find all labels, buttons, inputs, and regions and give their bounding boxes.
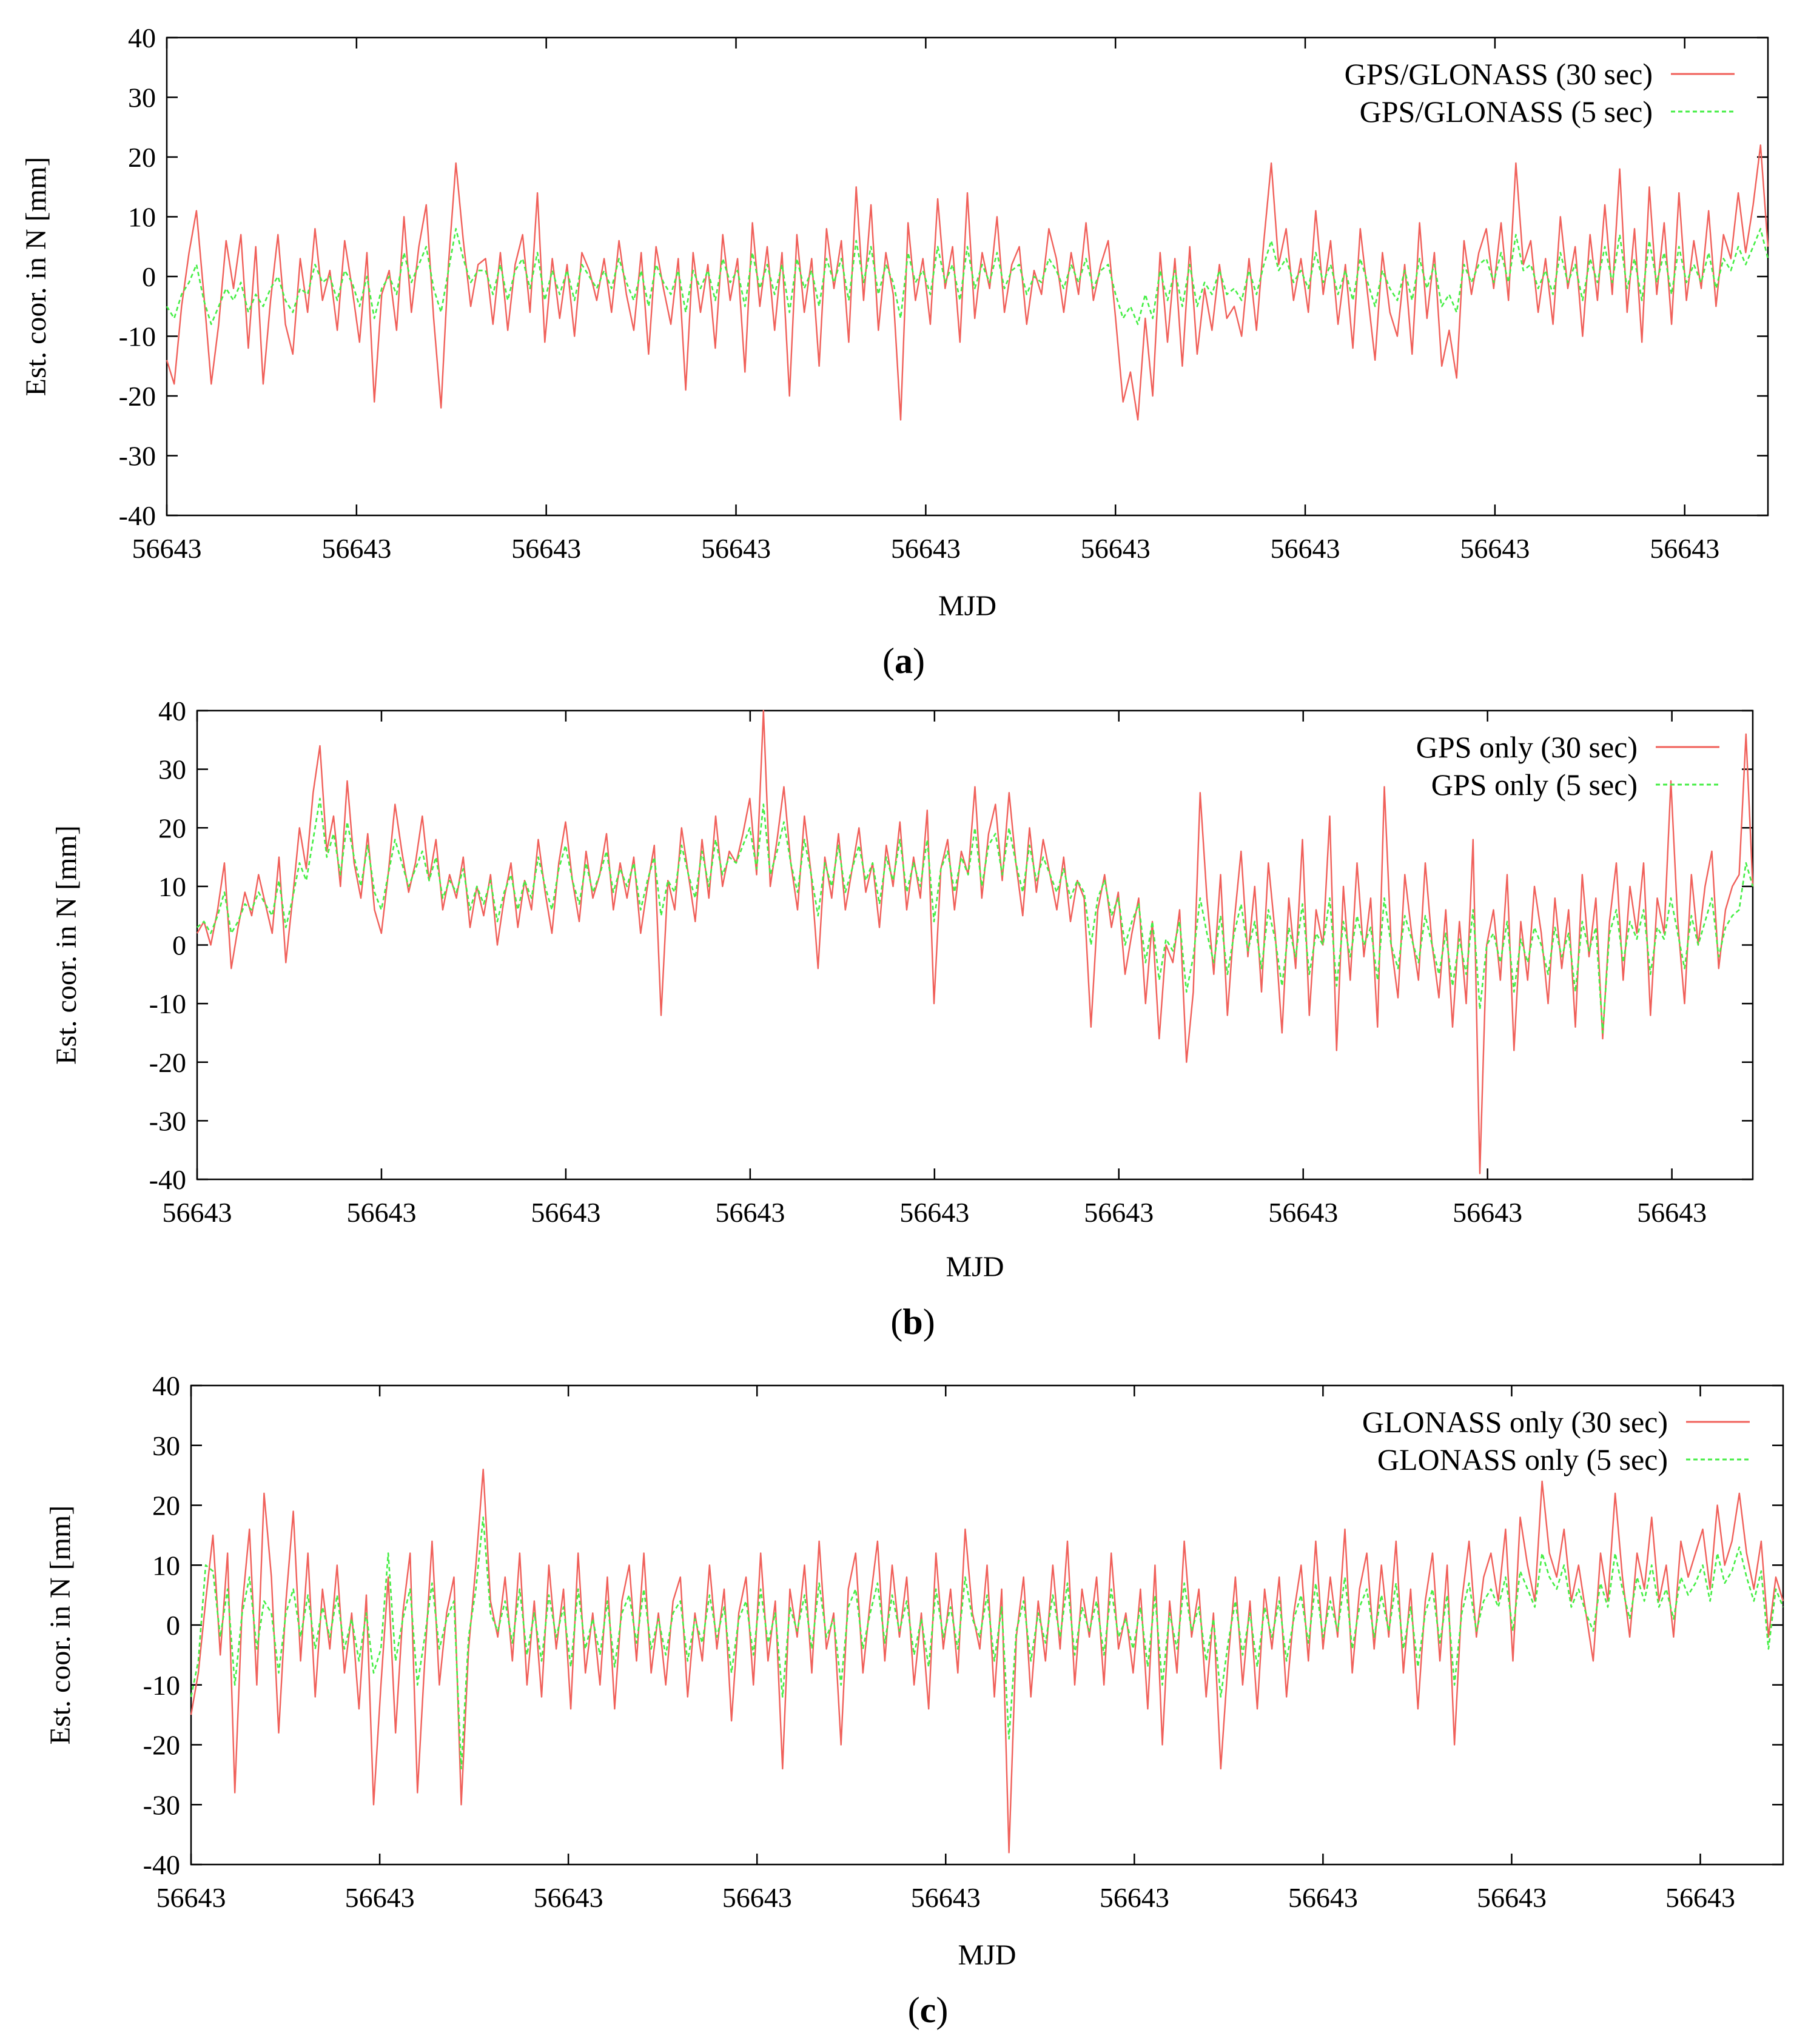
x-tick-label: 56643 xyxy=(715,1197,785,1228)
x-tick-label: 56643 xyxy=(891,533,961,564)
legend-label: GPS/GLONASS (5 sec) xyxy=(1360,95,1653,129)
series-line-30sec xyxy=(190,1469,1784,1854)
y-tick-label: 0 xyxy=(142,261,156,292)
x-tick-label: 56643 xyxy=(1084,1197,1154,1228)
y-tick-label: 40 xyxy=(158,695,186,726)
y-tick-label: -40 xyxy=(143,1849,180,1880)
x-tick-label: 56643 xyxy=(511,533,581,564)
x-tick-label: 56643 xyxy=(899,1197,969,1228)
x-tick-label: 56643 xyxy=(1477,1882,1547,1913)
x-tick-label: 56643 xyxy=(346,1197,416,1228)
y-tick-label: -10 xyxy=(143,1670,180,1701)
series-line-5sec xyxy=(166,227,1769,326)
y-tick-label: -20 xyxy=(119,381,156,412)
y-tick-label: -20 xyxy=(149,1047,186,1078)
y-tick-label: -10 xyxy=(119,321,156,352)
panel-caption: (b) xyxy=(890,1302,935,1342)
y-tick-label: 0 xyxy=(172,930,186,961)
legend-label: GLONASS only (5 sec) xyxy=(1377,1443,1668,1476)
y-tick-label: 20 xyxy=(158,813,186,843)
y-tick-label: -40 xyxy=(149,1164,186,1195)
y-tick-label: 10 xyxy=(128,202,156,233)
y-tick-label: 40 xyxy=(152,1370,180,1401)
y-tick-label: -30 xyxy=(149,1105,186,1136)
panel-caption: (c) xyxy=(908,1990,949,2030)
x-tick-label: 56643 xyxy=(534,1882,603,1913)
y-tick-label: -10 xyxy=(149,988,186,1019)
y-tick-label: -30 xyxy=(119,441,156,472)
x-tick-label: 56643 xyxy=(1288,1882,1358,1913)
x-tick-label: 56643 xyxy=(1665,1882,1735,1913)
x-tick-label: 56643 xyxy=(132,533,202,564)
x-tick-label: 56643 xyxy=(1460,533,1530,564)
y-tick-label: -30 xyxy=(143,1789,180,1820)
series-line-30sec xyxy=(166,144,1769,421)
x-tick-label: 56643 xyxy=(911,1882,981,1913)
legend-label: GLONASS only (30 sec) xyxy=(1362,1405,1668,1439)
y-axis-label: Est. coor. in N [mm] xyxy=(20,157,52,397)
y-tick-label: -20 xyxy=(143,1730,180,1761)
y-tick-label: -40 xyxy=(119,500,156,531)
y-tick-label: 0 xyxy=(166,1610,180,1641)
y-tick-label: 40 xyxy=(128,22,156,53)
x-tick-label: 56643 xyxy=(1100,1882,1169,1913)
x-tick-label: 56643 xyxy=(1271,533,1340,564)
y-axis-label: Est. coor. in N [mm] xyxy=(50,825,82,1065)
y-tick-label: 30 xyxy=(152,1430,180,1461)
x-tick-label: 56643 xyxy=(321,533,391,564)
y-tick-label: 10 xyxy=(158,871,186,902)
y-tick-label: 10 xyxy=(152,1550,180,1581)
legend-label: GPS/GLONASS (30 sec) xyxy=(1345,57,1653,91)
series-line-30sec xyxy=(196,709,1754,1174)
y-tick-label: 30 xyxy=(158,754,186,785)
series-line-5sec xyxy=(197,797,1754,1034)
x-tick-label: 56643 xyxy=(1081,533,1151,564)
x-tick-label: 56643 xyxy=(701,533,771,564)
x-tick-label: 56643 xyxy=(1453,1197,1522,1228)
x-tick-label: 56643 xyxy=(156,1882,226,1913)
x-tick-label: 56643 xyxy=(531,1197,600,1228)
y-tick-label: 20 xyxy=(152,1490,180,1521)
legend-label: GPS only (5 sec) xyxy=(1431,768,1638,802)
x-tick-label: 56643 xyxy=(163,1197,232,1228)
x-tick-label: 56643 xyxy=(722,1882,792,1913)
y-tick-label: 20 xyxy=(128,142,156,173)
series-line-5sec xyxy=(190,1516,1784,1770)
x-tick-label: 56643 xyxy=(1268,1197,1338,1228)
y-axis-label: Est. coor. in N [mm] xyxy=(44,1506,76,1745)
legend-label: GPS only (30 sec) xyxy=(1416,730,1638,764)
x-tick-label: 56643 xyxy=(1637,1197,1707,1228)
x-tick-label: 56643 xyxy=(345,1882,415,1913)
panel-caption: (a) xyxy=(882,641,925,681)
x-axis-label: MJD xyxy=(946,1251,1004,1283)
x-tick-label: 56643 xyxy=(1650,533,1719,564)
x-axis-label: MJD xyxy=(958,1939,1016,1971)
y-tick-label: 30 xyxy=(128,82,156,113)
x-axis-label: MJD xyxy=(938,590,996,622)
